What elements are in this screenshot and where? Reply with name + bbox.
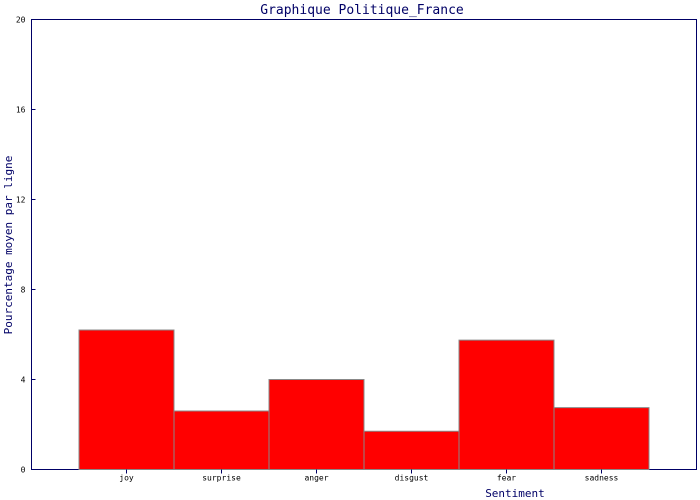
- bars-group: [78, 329, 650, 470]
- y-tick-label: 0: [21, 466, 26, 475]
- y-tick-label: 4: [21, 376, 26, 385]
- x-tick-label: joy: [119, 474, 134, 483]
- x-axis: joy surprise anger disgust fear sadness: [119, 469, 619, 483]
- y-tick-label: 20: [16, 16, 26, 25]
- x-axis-label: Sentiment: [485, 487, 545, 500]
- bar-joy: [78, 329, 175, 470]
- bar-anger: [268, 379, 365, 470]
- x-tick-label: fear: [497, 474, 516, 483]
- x-tick-label: anger: [304, 474, 328, 483]
- chart-title: Graphique Politique_France: [260, 3, 464, 18]
- bar-surprise: [173, 410, 270, 470]
- x-tick-label: disgust: [395, 474, 429, 483]
- y-axis: 0 4 8 12 16 20: [16, 16, 36, 475]
- x-tick-label: surprise: [202, 474, 241, 483]
- bar-sadness: [553, 407, 650, 470]
- bar-fear: [458, 339, 555, 470]
- y-tick-label: 16: [16, 106, 26, 115]
- y-tick-label: 12: [16, 196, 26, 205]
- y-tick-label: 8: [21, 286, 26, 295]
- x-tick-label: sadness: [585, 474, 619, 483]
- bar-disgust: [363, 430, 460, 470]
- y-axis-label: Pourcentage moyen par ligne: [2, 156, 15, 335]
